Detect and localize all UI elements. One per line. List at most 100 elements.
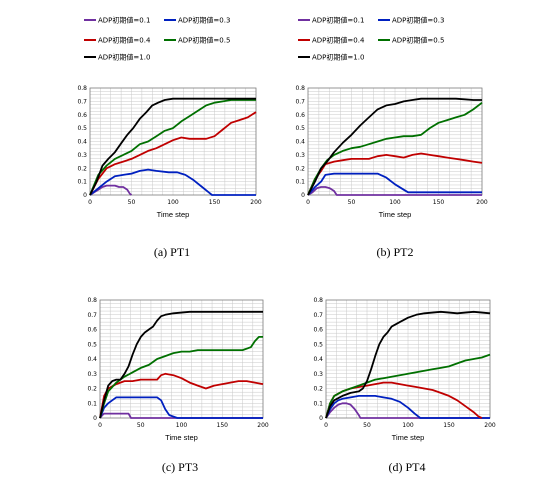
legend: ADP初期値=0.1 ADP初期値=0.3 ADP初期値=0.4 ADP初期値=0.5… (84, 16, 230, 62)
legend-label: ADP初期値=0.1 (98, 16, 150, 25)
series-line-2 (89, 168, 256, 196)
x-tick-label: 150 (443, 422, 455, 429)
legend-label: ADP初期値=0.5 (392, 36, 444, 45)
y-tick-label: 0.8 (87, 297, 97, 304)
x-tick-label: 200 (250, 199, 262, 206)
legend: ADP初期値=0.1 ADP初期値=0.3 ADP初期値=0.4 ADP初期値=0.5… (298, 16, 444, 62)
y-tick-label: 0.8 (77, 85, 87, 92)
legend-label: ADP初期値=0.5 (178, 36, 230, 45)
legend-label: ADP初期値=1.0 (98, 53, 150, 62)
series-line-4 (89, 99, 256, 196)
y-tick-label: 0.6 (77, 112, 87, 119)
panel-caption: (b) PT2 (377, 245, 414, 259)
y-tick-label: 0.3 (87, 371, 97, 378)
x-tick-label: 0 (306, 199, 310, 206)
x-tick-label: 200 (257, 422, 269, 429)
panel-caption: (c) PT3 (162, 460, 198, 474)
x-tick-label: 0 (88, 199, 92, 206)
series-line-5 (307, 97, 482, 196)
series-line-1 (89, 184, 133, 196)
x-axis-label: Time step (379, 210, 412, 219)
series-line-4 (325, 353, 491, 419)
y-tick-label: 0.5 (295, 125, 305, 132)
y-tick-label: 0.7 (313, 312, 323, 319)
series-line-2 (307, 172, 482, 196)
legend-label: ADP初期値=1.0 (312, 53, 364, 62)
chart-panel-1: 0 0.1 0.2 0.3 0.4 0.5 0.6 0.7 0.8 0 50 100 150 200 Tim… (77, 16, 261, 260)
y-tick-label: 0.4 (87, 356, 97, 363)
panel-caption: (d) PT4 (389, 460, 426, 474)
x-tick-label: 100 (389, 199, 401, 206)
y-tick-label: 0.6 (313, 327, 323, 334)
grid-lines (99, 299, 264, 419)
x-tick-label: 200 (484, 422, 496, 429)
x-tick-label: 100 (176, 422, 188, 429)
x-axis-label: Time step (157, 210, 190, 219)
series-line-5 (89, 97, 256, 196)
y-tick-label: 0 (83, 192, 87, 199)
y-tick-label: 0.5 (313, 341, 323, 348)
y-tick-label: 0.2 (77, 165, 87, 172)
y-tick-label: 0.2 (87, 386, 97, 393)
x-tick-label: 50 (348, 199, 356, 206)
legend-label: ADP初期値=0.3 (178, 16, 230, 25)
chart-panel-4: 0 0.1 0.2 0.3 0.4 0.5 0.6 0.7 0.8 0 50 100 150 200 Tim… (313, 297, 495, 474)
y-tick-label: 0.4 (313, 356, 323, 363)
series-line-2 (99, 396, 263, 419)
y-tick-label: 0.2 (295, 165, 305, 172)
series-line-5 (325, 310, 491, 419)
x-tick-label: 0 (98, 422, 102, 429)
series-line-3 (307, 152, 483, 196)
grid-lines (89, 87, 257, 196)
legend-label: ADP初期値=0.1 (312, 16, 364, 25)
legend-label: ADP初期値=0.3 (392, 16, 444, 25)
series-line-3 (89, 111, 257, 196)
series-line-1 (307, 186, 482, 196)
y-tick-label: 0.1 (87, 400, 97, 407)
y-tick-label: 0.7 (295, 98, 305, 105)
y-tick-label: 0.1 (77, 179, 87, 186)
y-tick-label: 0.7 (77, 98, 87, 105)
y-tick-label: 0.1 (295, 179, 305, 186)
y-tick-label: 0.8 (295, 85, 305, 92)
x-tick-label: 150 (217, 422, 229, 429)
x-tick-label: 200 (476, 199, 488, 206)
y-tick-label: 0.3 (295, 152, 305, 159)
x-axis-label: Time step (392, 433, 425, 442)
y-tick-label: 0.1 (313, 400, 323, 407)
x-tick-label: 50 (363, 422, 371, 429)
x-tick-label: 0 (324, 422, 328, 429)
panel-caption: (a) PT1 (154, 245, 190, 259)
series-line-4 (99, 336, 263, 419)
series-line-1 (99, 412, 263, 419)
x-tick-label: 150 (433, 199, 445, 206)
y-tick-label: 0.8 (313, 297, 323, 304)
series-line-3 (325, 381, 483, 419)
x-tick-label: 50 (128, 199, 136, 206)
y-tick-label: 0.7 (87, 312, 97, 319)
y-tick-label: 0.3 (77, 152, 87, 159)
legend-label: ADP初期値=0.4 (312, 36, 365, 45)
x-tick-label: 150 (209, 199, 221, 206)
series-line-1 (325, 402, 490, 419)
y-tick-label: 0.6 (295, 112, 305, 119)
y-tick-label: 0 (93, 415, 97, 422)
y-tick-label: 0.5 (77, 125, 87, 132)
plot-frame (89, 87, 257, 196)
x-axis-label: Time step (165, 433, 198, 442)
x-tick-label: 100 (167, 199, 179, 206)
y-tick-label: 0.5 (87, 341, 97, 348)
legend-label: ADP初期値=0.4 (98, 36, 151, 45)
x-tick-label: 50 (137, 422, 145, 429)
y-tick-label: 0.6 (87, 327, 97, 334)
chart-panel-2: 0 0.1 0.2 0.3 0.4 0.5 0.6 0.7 0.8 0 50 100 150 200 Tim… (295, 16, 487, 260)
series-line-5 (99, 310, 263, 419)
y-tick-label: 0.4 (295, 139, 305, 146)
chart-panel-3: 0 0.1 0.2 0.3 0.4 0.5 0.6 0.7 0.8 0 50 100 150 200 Tim… (87, 297, 268, 474)
series-line-3 (99, 372, 264, 419)
y-tick-label: 0.2 (313, 386, 323, 393)
y-tick-label: 0 (319, 415, 323, 422)
y-tick-label: 0.4 (77, 139, 87, 146)
y-tick-label: 0 (301, 192, 305, 199)
